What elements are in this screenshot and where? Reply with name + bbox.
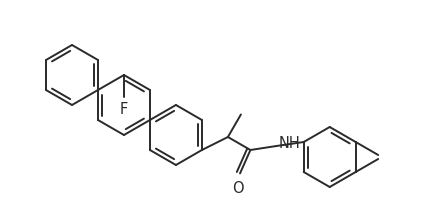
Text: O: O: [232, 181, 244, 196]
Text: NH: NH: [278, 137, 300, 152]
Text: F: F: [120, 102, 128, 117]
